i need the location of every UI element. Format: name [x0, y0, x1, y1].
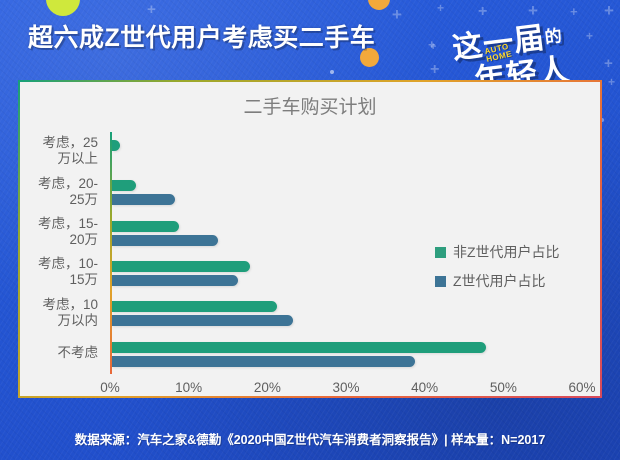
- y-axis-label: 考虑，10- 15万: [20, 256, 98, 288]
- y-axis-label-line: 25万: [69, 191, 98, 207]
- deco-dot-small-2: [600, 118, 604, 122]
- y-axis-label-line: 不考虑: [57, 344, 99, 360]
- x-axis-tick-label: 0%: [100, 380, 120, 395]
- bar-group: [112, 213, 582, 253]
- chart-plot-area: 考虑，25 万以上考虑，20- 25万考虑，15- 20万考虑，10- 15万考虑，10…: [38, 132, 582, 374]
- bar-non-gen-z: [112, 261, 250, 272]
- bar-group: [112, 334, 582, 374]
- y-axis-label-line: 万以上: [57, 151, 99, 167]
- deco-plus-icon: +: [428, 37, 436, 52]
- bar-gen-z: [112, 194, 175, 206]
- y-axis-label-line: 考虑，10: [42, 296, 98, 312]
- bar-non-gen-z: [112, 140, 120, 151]
- bar-gen-z: [112, 315, 293, 327]
- y-axis-label: 考虑，15- 20万: [20, 216, 98, 248]
- deco-plus-icon: +: [478, 3, 488, 20]
- y-axis-label: 考虑，25 万以上: [20, 135, 98, 167]
- bar-gen-z: [112, 275, 238, 286]
- x-axis-tick-label: 50%: [489, 380, 517, 395]
- deco-circle-lime: [46, 0, 80, 16]
- y-axis-label: 不考虑: [20, 344, 99, 361]
- deco-plus-icon: +: [437, 1, 445, 15]
- bar-group: [112, 172, 582, 212]
- deco-plus-icon: +: [608, 75, 616, 89]
- bar-non-gen-z: [112, 220, 179, 232]
- bar-gen-z: [112, 355, 415, 367]
- y-axis-label-line: 考虑，25: [42, 135, 98, 151]
- chart-title: 二手车购买计划: [243, 97, 377, 118]
- bar-non-gen-z: [112, 301, 278, 313]
- bar-non-gen-z: [112, 341, 486, 353]
- source-footnote: 数据来源：汽车之家&德勤《2020中国Z世代汽车消费者洞察报告》| 样本量：N=…: [74, 433, 546, 447]
- legend-item[interactable]: 非Z世代用户占比: [435, 242, 595, 262]
- deco-plus-icon: +: [604, 55, 613, 72]
- deco-circle-orange-mid: [360, 48, 379, 67]
- deco-dot-small: [330, 70, 334, 74]
- x-axis-tick-label: 20%: [253, 380, 281, 395]
- legend-swatch-icon: [435, 275, 446, 287]
- legend-label: 非Z世代用户占比: [453, 244, 560, 260]
- deco-plus-icon: +: [147, 1, 156, 18]
- x-axis-tick-label: 60%: [568, 380, 596, 395]
- x-axis-labels: 0% 10% 20% 30% 40% 50% 60%: [100, 380, 595, 398]
- y-axis-line: [110, 132, 112, 374]
- y-axis-label-line: 15万: [69, 272, 98, 288]
- deco-plus-icon: +: [392, 5, 402, 24]
- y-axis-label-line: 20万: [69, 231, 98, 247]
- deco-plus-icon: +: [430, 61, 440, 78]
- page-title: 超六成Z世代用户考虑买二手车: [28, 24, 376, 52]
- x-axis-tick-label: 30%: [332, 380, 360, 395]
- bar-group: [112, 253, 582, 293]
- x-axis-tick-label: 10%: [175, 380, 203, 395]
- chart-card: 二手车购买计划 考虑，25 万以上 考虑，20- 25万 考虑，15- 20万 考虑，10-…: [18, 80, 602, 398]
- chart-legend: 非Z世代用户占比 Z世代用户占比: [435, 242, 595, 300]
- deco-circle-orange-top: [368, 0, 390, 10]
- deco-plus-icon: +: [604, 1, 614, 20]
- deco-plus-icon: +: [570, 4, 578, 19]
- y-axis-label: 考虑，20- 25万: [20, 176, 98, 208]
- legend-item[interactable]: Z世代用户占比: [435, 271, 595, 291]
- y-axis-label-line: 考虑，15-: [37, 215, 98, 231]
- deco-plus-icon: +: [586, 29, 594, 43]
- bar-non-gen-z: [112, 180, 136, 192]
- x-axis-tick-label: 40%: [411, 380, 439, 395]
- bar-gen-z: [112, 234, 219, 246]
- legend-swatch-icon: [435, 246, 446, 258]
- y-axis-label: 考虑，10 万以内: [20, 297, 98, 329]
- deco-plus-icon: +: [528, 1, 538, 20]
- y-axis-label-line: 万以内: [57, 312, 99, 328]
- bar-group: [112, 293, 582, 333]
- legend-label: Z世代用户占比: [453, 273, 546, 289]
- deco-plus-icon: +: [430, 41, 437, 53]
- y-axis-label-line: 考虑，10-: [37, 256, 98, 272]
- bar-group: [112, 132, 582, 172]
- y-axis-label-line: 考虑，20-: [37, 175, 98, 191]
